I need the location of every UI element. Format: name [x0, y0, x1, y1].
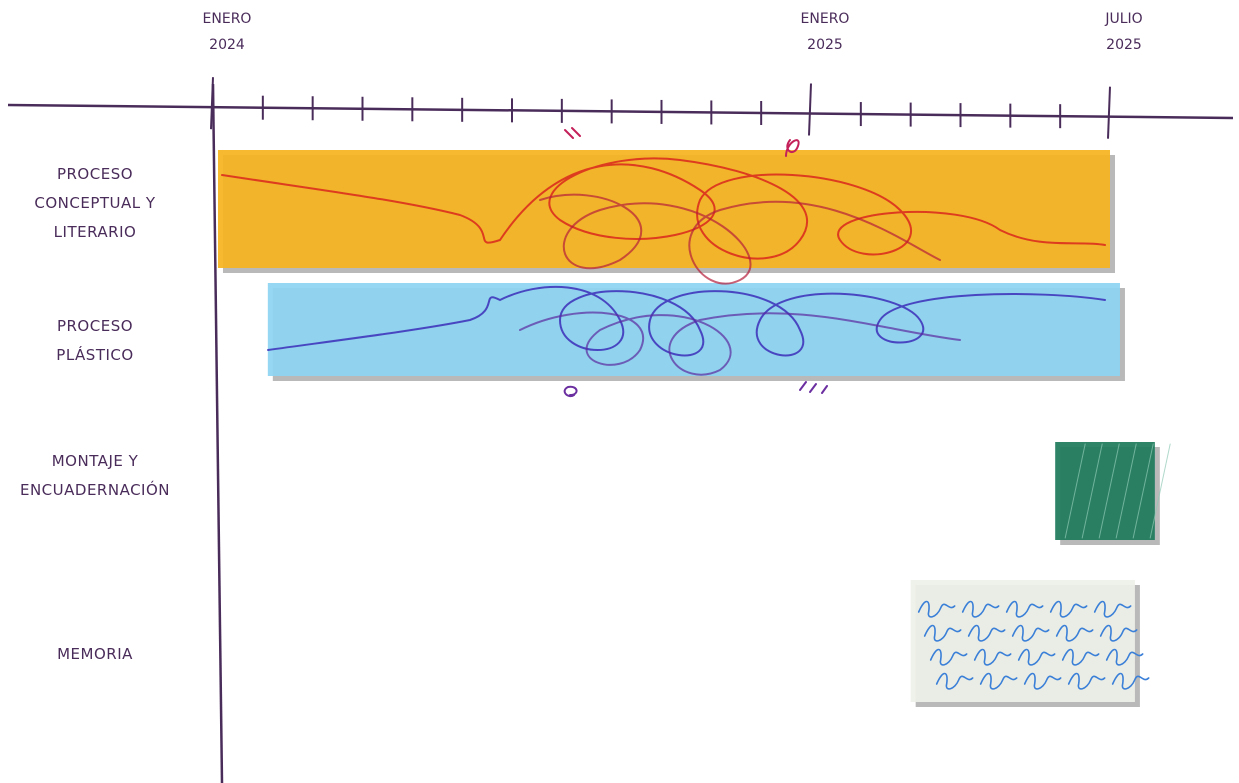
- bar: [218, 150, 1110, 268]
- timeline: ENERO 2024 ENERO 2025 JULIO 2025 PROCESO CO…: [0, 0, 1239, 783]
- x-tick: [1108, 87, 1110, 139]
- x-tick: [809, 84, 811, 136]
- row-label: MONTAJE Y ENCUADERNACIÓN: [0, 447, 190, 505]
- x-axis: [8, 105, 1233, 118]
- x-tick-label: JULIO 2025: [1064, 6, 1184, 58]
- bar: [268, 283, 1120, 376]
- row-label: PROCESO CONCEPTUAL Y LITERARIO: [0, 160, 190, 247]
- bar: [911, 580, 1135, 702]
- bar: [1055, 442, 1155, 540]
- x-tick-label: ENERO 2024: [167, 6, 287, 58]
- bars: [218, 150, 1170, 707]
- x-tick-label: ENERO 2025: [765, 6, 885, 58]
- row-label: PROCESO PLÁSTICO: [0, 312, 190, 370]
- row-label: MEMORIA: [0, 640, 190, 669]
